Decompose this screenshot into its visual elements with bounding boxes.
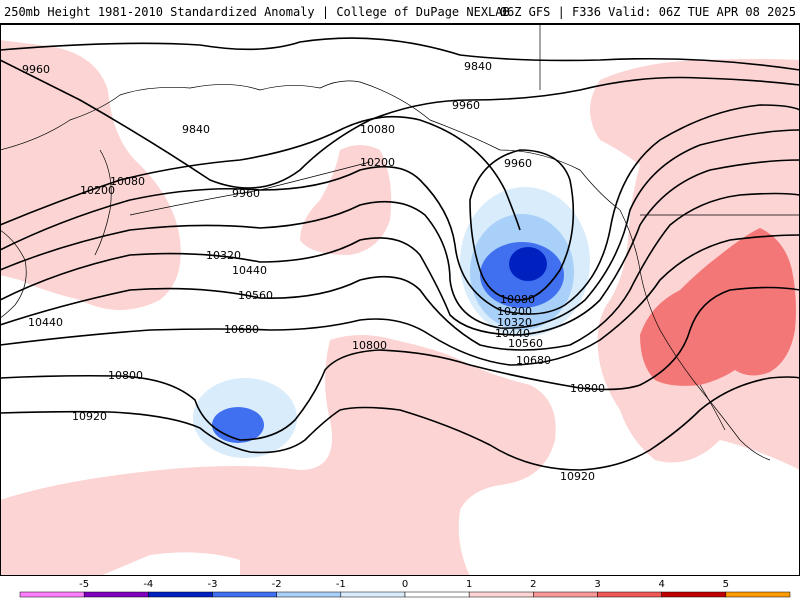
contour-10800 xyxy=(0,286,800,441)
colorbar: -5 -4 -3 -2 -1 0 1 2 3 4 5 xyxy=(19,579,791,598)
contour-label-10680-b: 10680 xyxy=(516,354,551,367)
contour-label-10080-c: 10080 xyxy=(500,293,535,306)
contour-label-10440-b: 10440 xyxy=(28,316,63,329)
contour-10560 xyxy=(0,192,800,351)
kamchatka-coast xyxy=(94,149,112,256)
contour-label-group: 9960 9840 10080 10200 9960 10320 10440 1… xyxy=(22,60,605,483)
contour-label-10800-a: 10800 xyxy=(352,339,387,352)
height-contours xyxy=(0,37,800,471)
contour-10320 xyxy=(0,129,800,329)
contour-10680 xyxy=(0,234,800,366)
contour-label-9840-a: 9840 xyxy=(182,123,210,136)
contour-10080b xyxy=(469,149,575,301)
colorbar-bin-5 xyxy=(340,591,406,598)
anomaly-region-southwest-us xyxy=(640,228,796,386)
colorbar-bin-2 xyxy=(148,591,213,598)
contour-label-9840-b: 9840 xyxy=(464,60,492,73)
anomaly-region-bering xyxy=(300,145,392,255)
colorbar-tick-label: 4 xyxy=(658,579,664,590)
contour-label-10920-b: 10920 xyxy=(560,470,595,483)
contour-label-10800-c: 10800 xyxy=(570,382,605,395)
colorbar-bin-6 xyxy=(404,591,470,598)
colorbar-bin-3 xyxy=(212,591,277,598)
colorbar-tick-label: 0 xyxy=(402,579,408,590)
contour-label-9960-c: 9960 xyxy=(504,157,532,170)
header-bar: 250mb Height 1981-2010 Standardized Anom… xyxy=(0,0,800,24)
mexico-west-coast xyxy=(699,384,726,431)
colorbar-tick-label: -2 xyxy=(272,579,282,590)
contour-10200 xyxy=(0,104,800,315)
negative-anomaly-fill xyxy=(193,187,590,458)
contour-label-10080-b: 10080 xyxy=(360,123,395,136)
contour-10080 xyxy=(0,115,521,231)
colorbar-bin-9 xyxy=(597,591,662,598)
colorbar-bin-8 xyxy=(533,591,598,598)
positive-anomaly-fill-strong xyxy=(640,228,796,386)
colorbar-tick-label: -4 xyxy=(143,579,153,590)
colorbar-tick-label: -1 xyxy=(336,579,346,590)
contour-label-10560-b: 10560 xyxy=(508,337,543,350)
contour-label-10200-c: 10200 xyxy=(497,305,532,318)
colorbar-tick-label: 1 xyxy=(466,579,472,590)
contour-label-10800-b: 10800 xyxy=(108,369,143,382)
model-run-info: 06Z GFS | F336 Valid: 06Z TUE APR 08 202… xyxy=(499,5,796,19)
contour-label-10920-a: 10920 xyxy=(72,410,107,423)
anomaly-region-central-pacific xyxy=(0,335,556,576)
siberia-coast xyxy=(0,80,361,151)
anomaly-map: 9960 9840 10080 10200 9960 10320 10440 1… xyxy=(0,24,800,576)
contour-label-9960-b: 9960 xyxy=(232,187,260,200)
contour-10920 xyxy=(0,376,800,471)
anomaly-region-west-pacific xyxy=(0,40,181,310)
colorbar-bin-4 xyxy=(276,591,342,598)
colorbar-bin-1 xyxy=(83,591,149,598)
contour-label-10080-a: 10080 xyxy=(110,175,145,188)
positive-anomaly-fill xyxy=(0,40,800,576)
contour-label-10320-a: 10320 xyxy=(206,249,241,262)
colorbar-bin-11 xyxy=(725,591,791,598)
anomaly-trough-gulf-alaska-core xyxy=(509,247,547,281)
contour-label-10560-a: 10560 xyxy=(238,289,273,302)
anomaly-trough-subtropical-inner xyxy=(212,407,264,443)
contour-10440 xyxy=(0,159,800,336)
bc-coast xyxy=(619,209,771,461)
map-title: 250mb Height 1981-2010 Standardized Anom… xyxy=(4,5,510,19)
colorbar-tick-label: -3 xyxy=(208,579,218,590)
colorbar-tick-label: 5 xyxy=(723,579,729,590)
colorbar-tick-label: 2 xyxy=(530,579,536,590)
colorbar-bin-0 xyxy=(19,591,85,598)
contour-label-10200-a: 10200 xyxy=(80,184,115,197)
colorbar-bin-10 xyxy=(661,591,727,598)
colorbar-tick-label: -5 xyxy=(79,579,89,590)
colorbar-bin-7 xyxy=(468,591,534,598)
contour-label-10680-a: 10680 xyxy=(224,323,259,336)
contour-label-10440-c: 10440 xyxy=(495,327,530,340)
colorbar-tick-label: 3 xyxy=(594,579,600,590)
contour-label-10320-b: 10320 xyxy=(497,316,532,329)
contour-label-9960-a: 9960 xyxy=(22,63,50,76)
contour-9840 xyxy=(0,37,800,71)
contour-label-10440-a: 10440 xyxy=(232,264,267,277)
contour-label-10200-b: 10200 xyxy=(360,156,395,169)
contour-label-9960-d: 9960 xyxy=(452,99,480,112)
